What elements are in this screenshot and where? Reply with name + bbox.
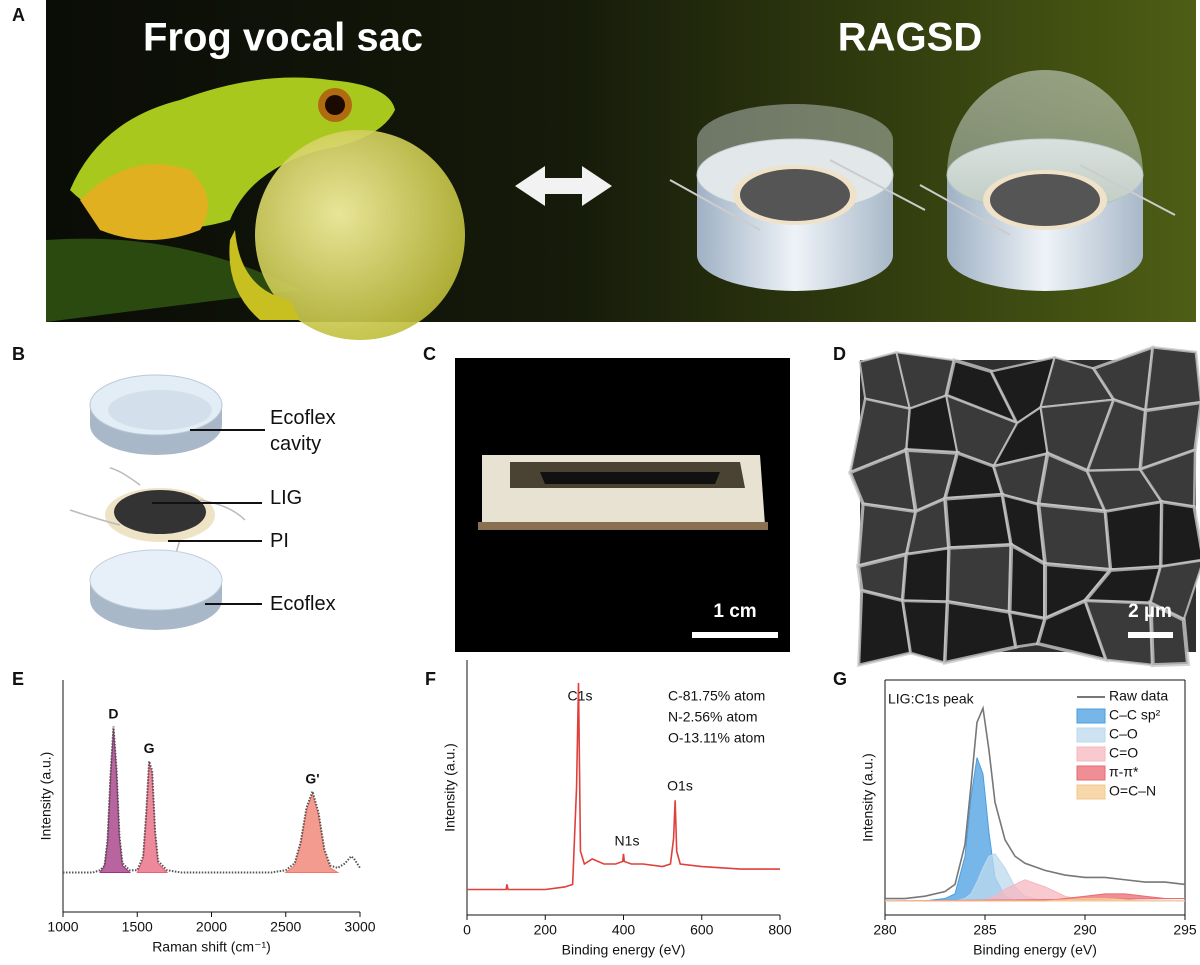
panel-label: F <box>425 669 436 689</box>
peak-label: G <box>144 740 155 756</box>
panel-title: Frog vocal sac <box>143 16 423 60</box>
legend-label: C=O <box>1109 745 1138 761</box>
series-line <box>467 682 780 891</box>
sem-cell <box>942 599 1018 666</box>
legend-swatch <box>1076 727 1106 743</box>
annotation: N1s <box>615 833 640 849</box>
x-tick-label: 2000 <box>196 919 227 935</box>
annotation: N-2.56% atom <box>668 709 757 725</box>
x-tick-label: 1000 <box>47 919 78 935</box>
annotation: O-13.11% atom <box>668 730 765 746</box>
x-tick-label: 280 <box>873 922 897 938</box>
x-tick-label: 200 <box>534 922 558 938</box>
series-area <box>885 757 1185 902</box>
x-tick-label: 295 <box>1173 922 1197 938</box>
series-line <box>885 705 1186 900</box>
sem-cell <box>1159 499 1200 569</box>
series-area <box>136 763 169 874</box>
y-axis-label: Intensity (a.u.) <box>860 753 876 842</box>
legend-label: C–O <box>1109 726 1138 742</box>
peak-label: D <box>108 705 118 721</box>
legend-label: Raw data <box>1109 688 1168 704</box>
callout-label: Ecoflex <box>270 593 336 615</box>
legend-label: C–C sp² <box>1109 707 1161 723</box>
callout-label: LIG <box>270 487 303 509</box>
series-area <box>885 898 1185 902</box>
annotation: C-81.75% atom <box>668 688 765 704</box>
x-tick-label: 1500 <box>122 919 153 935</box>
double-arrow <box>515 166 612 206</box>
sem-texture <box>847 345 1200 668</box>
panel-label: A <box>12 5 25 25</box>
peak-label: G' <box>305 770 319 786</box>
annotation: C1s <box>568 688 593 704</box>
x-axis-label: Binding energy (eV) <box>973 942 1097 958</box>
x-tick-label: 0 <box>463 922 471 938</box>
sem-cell <box>1103 499 1164 572</box>
legend-label: π-π* <box>1109 764 1139 780</box>
panel-label: C <box>423 344 436 364</box>
y-axis-label: Intensity (a.u.) <box>38 752 54 841</box>
x-tick-label: 3000 <box>344 919 375 935</box>
frog-illustration <box>46 77 465 340</box>
legend-label: O=C–N <box>1109 783 1156 799</box>
legend-swatch <box>1076 784 1106 800</box>
series-area <box>99 728 132 874</box>
device-photo <box>478 455 768 530</box>
x-tick-label: 600 <box>690 922 714 938</box>
panel-label: G <box>833 669 847 689</box>
sem-cell <box>1036 502 1113 573</box>
x-axis-label: Binding energy (eV) <box>562 942 686 958</box>
series-line <box>63 726 361 874</box>
y-axis-label: Intensity (a.u.) <box>442 743 458 832</box>
series-area <box>284 792 340 874</box>
callout-label: PI <box>270 530 289 552</box>
x-tick-label: 2500 <box>270 919 301 935</box>
device-illustration <box>669 70 1176 291</box>
annotation: LIG:C1s peak <box>888 691 975 707</box>
panel-title: RAGSD <box>838 16 982 60</box>
legend-swatch <box>1076 708 1106 724</box>
annotation: O1s <box>667 778 693 794</box>
sem-cell <box>1144 345 1200 413</box>
sem-cell <box>901 599 949 665</box>
callout-label: Ecoflex cavity <box>270 407 336 455</box>
x-tick-label: 290 <box>1073 922 1097 938</box>
scale-bar-label: 2 µm <box>1128 601 1172 622</box>
legend-swatch <box>1076 765 1106 781</box>
scale-bar-label: 1 cm <box>713 601 756 622</box>
panel-label: D <box>833 344 846 364</box>
x-tick-label: 400 <box>612 922 636 938</box>
x-tick-label: 800 <box>768 922 792 938</box>
panel-label: E <box>12 669 24 689</box>
x-axis-label: Raman shift (cm⁻¹) <box>152 939 271 955</box>
panel-label: B <box>12 344 25 364</box>
legend-swatch <box>1076 746 1106 762</box>
x-tick-label: 285 <box>973 922 997 938</box>
sem-cell <box>901 546 951 604</box>
sem-cell <box>943 492 1014 551</box>
exploded-diagram <box>69 374 265 630</box>
